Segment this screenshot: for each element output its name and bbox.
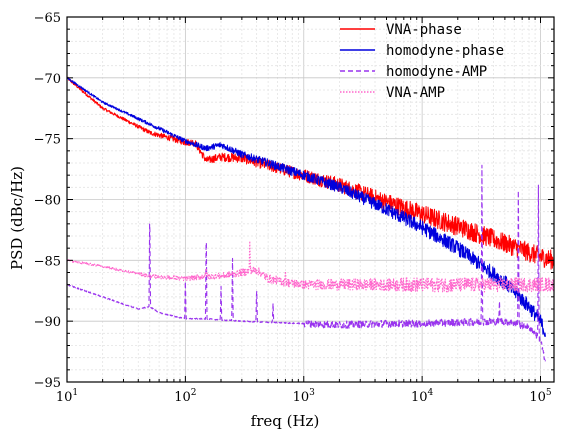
y-tick-label: −80 — [34, 194, 61, 209]
x-axis-label: freq (Hz) — [251, 412, 320, 430]
y-tick-label: −75 — [34, 133, 61, 148]
x-tick-label: 102 — [174, 388, 196, 405]
legend: VNA-phase homodyne-phase homodyne-AMP VNA-A… — [340, 22, 504, 101]
legend-label: VNA-phase — [386, 22, 462, 38]
y-tick-label: −65 — [34, 11, 61, 26]
y-tick-label: −70 — [34, 72, 61, 87]
ticks — [66, 16, 554, 383]
series-line-homodyne-phase — [67, 76, 546, 337]
x-tick-label: 104 — [411, 388, 434, 405]
y-tick-label: −90 — [34, 315, 61, 330]
tick-labels: 101 102 103 104 105 −95 −90 −85 −80 −75 −70 −65 — [34, 11, 552, 405]
x-tick-label: 101 — [56, 388, 78, 405]
series-line-vna-phase — [67, 76, 554, 270]
plot-area — [67, 76, 554, 363]
y-tick-label: −85 — [34, 254, 61, 269]
y-axis-label: PSD (dBc/Hz) — [8, 166, 26, 270]
legend-label: VNA-AMP — [386, 85, 445, 101]
series-line-homodyne-amp — [67, 164, 546, 363]
legend-label: homodyne-AMP — [386, 64, 487, 80]
legend-label: homodyne-phase — [386, 43, 504, 59]
x-tick-label: 105 — [529, 388, 552, 405]
x-tick-label: 103 — [293, 388, 316, 405]
y-tick-label: −95 — [34, 376, 61, 391]
